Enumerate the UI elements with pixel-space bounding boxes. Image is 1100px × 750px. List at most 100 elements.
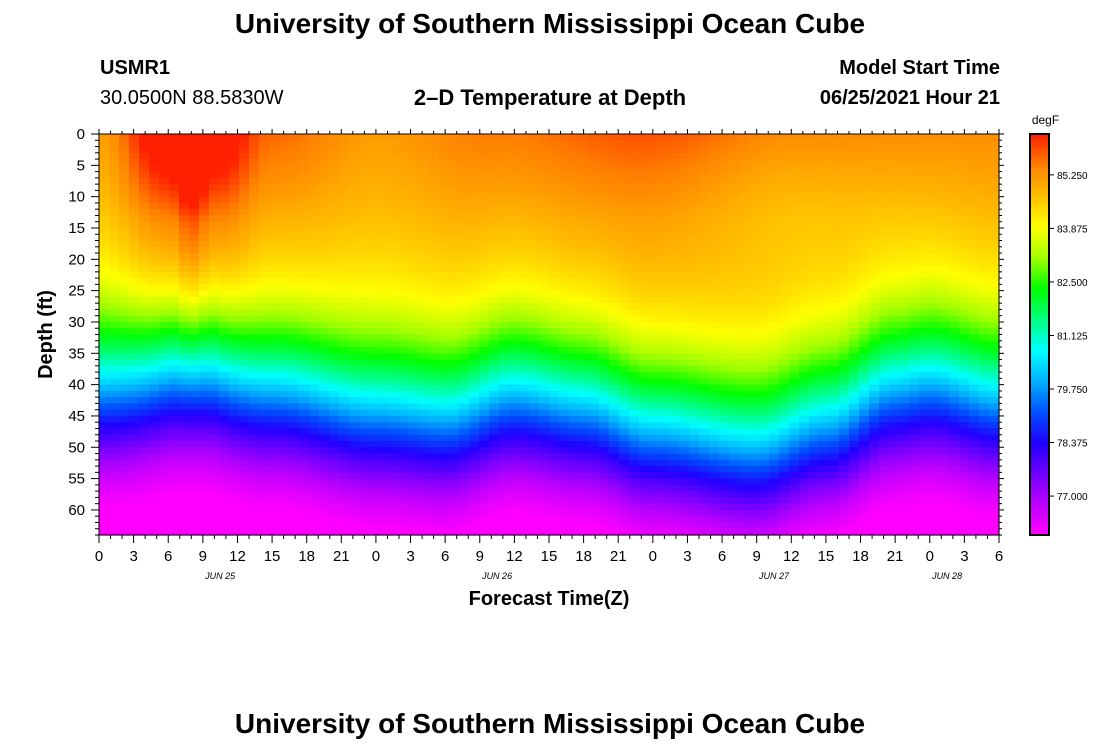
heatmap-cell xyxy=(569,271,580,279)
heatmap-cell xyxy=(609,397,620,405)
heatmap-cell xyxy=(829,278,840,285)
heatmap-cell xyxy=(439,384,450,392)
heatmap-cell xyxy=(709,246,720,254)
heatmap-cell xyxy=(409,140,420,148)
heatmap-cell xyxy=(689,296,700,304)
heatmap-cell xyxy=(319,359,330,367)
heatmap-cell xyxy=(639,134,650,141)
heatmap-cell xyxy=(499,134,510,141)
heatmap-cell xyxy=(819,466,830,473)
heatmap-cell xyxy=(729,152,740,160)
heatmap-cell xyxy=(229,303,240,311)
heatmap-cell xyxy=(549,347,560,354)
heatmap-cell xyxy=(159,359,170,367)
heatmap-cell xyxy=(169,409,180,417)
heatmap-cell xyxy=(309,403,320,411)
heatmap-cell xyxy=(519,422,530,430)
heatmap-cell xyxy=(119,472,130,480)
heatmap-cell xyxy=(749,271,760,279)
heatmap-cell xyxy=(219,215,230,223)
heatmap-cell xyxy=(859,466,870,473)
heatmap-cell xyxy=(419,365,430,373)
heatmap-cell xyxy=(299,491,310,499)
heatmap-cell xyxy=(429,503,440,511)
heatmap-cell xyxy=(559,321,570,329)
heatmap-cell xyxy=(479,434,490,442)
heatmap-cell xyxy=(699,296,710,304)
heatmap-cell xyxy=(619,403,630,411)
heatmap-cell xyxy=(319,146,330,154)
heatmap-cell xyxy=(709,196,720,204)
heatmap-cell xyxy=(239,403,250,411)
heatmap-cell xyxy=(549,334,560,342)
heatmap-cell xyxy=(779,227,790,235)
heatmap-cell xyxy=(469,159,480,166)
heatmap-cell xyxy=(109,447,120,455)
heatmap-cell xyxy=(239,528,250,536)
heatmap-cell xyxy=(529,503,540,511)
heatmap-cell xyxy=(279,509,290,517)
heatmap-cell xyxy=(459,503,470,511)
heatmap-cell xyxy=(689,284,700,292)
heatmap-cell xyxy=(369,159,380,166)
heatmap-cell xyxy=(749,134,760,141)
heatmap-cell xyxy=(369,415,380,423)
heatmap-cell xyxy=(819,472,830,480)
heatmap-cell xyxy=(769,152,780,160)
heatmap-cell xyxy=(119,365,130,373)
heatmap-cell xyxy=(349,334,360,342)
heatmap-cell xyxy=(399,303,410,311)
heatmap-cell xyxy=(619,459,630,467)
heatmap-cell xyxy=(839,447,850,455)
heatmap-cell xyxy=(329,165,340,173)
heatmap-cell xyxy=(629,403,640,411)
heatmap-cell xyxy=(199,140,210,148)
heatmap-cell xyxy=(299,240,310,248)
heatmap-cell xyxy=(199,259,210,267)
heatmap-cell xyxy=(779,303,790,311)
heatmap-cell xyxy=(669,184,680,191)
heatmap-cell xyxy=(129,415,140,423)
heatmap-cell xyxy=(779,441,790,448)
heatmap-cell xyxy=(839,253,850,260)
heatmap-cell xyxy=(699,259,710,267)
heatmap-cell xyxy=(709,171,720,179)
heatmap-cell xyxy=(649,278,660,285)
heatmap-cell xyxy=(659,221,670,229)
heatmap-cell xyxy=(829,516,840,524)
heatmap-cell xyxy=(629,165,640,173)
station-location: 30.0500N 88.5830W xyxy=(100,87,284,109)
heatmap-cell xyxy=(129,202,140,210)
heatmap-cell xyxy=(839,378,850,386)
heatmap-cell xyxy=(159,221,170,229)
heatmap-cell xyxy=(469,315,480,323)
heatmap-cell xyxy=(239,209,250,217)
heatmap-cell xyxy=(829,415,840,423)
heatmap-cell xyxy=(739,390,750,398)
heatmap-cell xyxy=(769,215,780,223)
heatmap-cell xyxy=(169,134,180,141)
heatmap-cell xyxy=(609,334,620,342)
heatmap-cell xyxy=(699,459,710,467)
heatmap-cell xyxy=(659,246,670,254)
heatmap-cell xyxy=(739,240,750,248)
heatmap-cell xyxy=(649,522,660,530)
heatmap-cell xyxy=(679,503,690,511)
heatmap-cell xyxy=(329,334,340,342)
heatmap-cell xyxy=(539,403,550,411)
heatmap-cell xyxy=(589,415,600,423)
heatmap-cell xyxy=(739,353,750,361)
heatmap-cell xyxy=(669,290,680,298)
heatmap-cell xyxy=(719,246,730,254)
heatmap-cell xyxy=(759,259,770,267)
heatmap-cell xyxy=(719,165,730,173)
heatmap-cell xyxy=(249,353,260,361)
heatmap-cell xyxy=(129,491,140,499)
heatmap-cell xyxy=(489,365,500,373)
heatmap-field xyxy=(99,134,1000,536)
heatmap-cell xyxy=(799,309,810,317)
heatmap-cell xyxy=(139,347,150,354)
heatmap-cell xyxy=(159,503,170,511)
heatmap-cell xyxy=(309,497,320,505)
heatmap-cell xyxy=(159,140,170,148)
